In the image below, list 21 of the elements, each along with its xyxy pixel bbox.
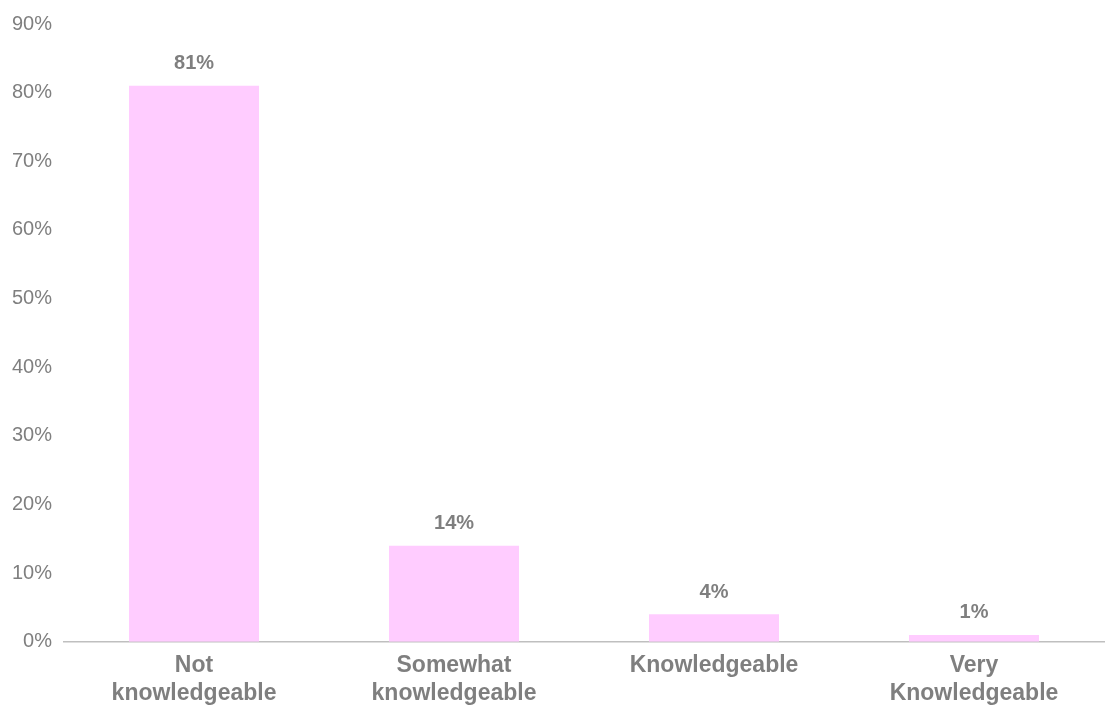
y-tick-label: 30%	[12, 423, 53, 446]
y-tick-label: 20%	[12, 492, 53, 515]
x-tick-label: Knowledgeable	[629, 650, 799, 677]
y-tick-label: 80%	[12, 80, 53, 103]
y-tick-label: 10%	[12, 560, 53, 583]
bar	[389, 545, 520, 642]
bar	[129, 85, 260, 642]
data-label: 1%	[959, 600, 989, 623]
y-tick-label: 60%	[12, 217, 53, 240]
y-tick-label: 50%	[12, 286, 53, 309]
y-tick-label: 70%	[12, 148, 53, 171]
data-label: 81%	[174, 51, 215, 74]
data-label: 14%	[434, 511, 475, 534]
x-tick-label: Not knowledgeable	[111, 650, 277, 705]
x-tick-label: Somewhat knowledgeable	[371, 650, 537, 705]
data-label: 4%	[699, 579, 729, 602]
y-tick-label: 0%	[23, 629, 53, 652]
y-tick-label: 40%	[12, 354, 53, 377]
x-tick-label: Very Knowledgeable	[889, 650, 1059, 705]
y-tick-label: 90%	[12, 11, 53, 34]
bar	[649, 614, 780, 642]
